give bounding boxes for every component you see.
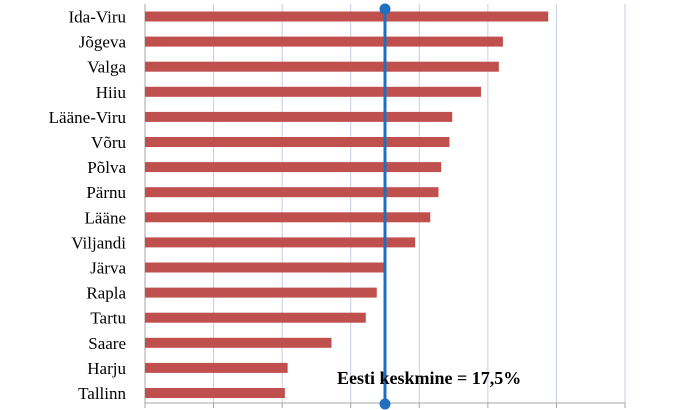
category-label: Järva <box>90 259 126 278</box>
category-label: Valga <box>87 58 126 77</box>
bar <box>145 111 453 122</box>
average-reference-line <box>379 3 391 410</box>
category-label: Viljandi <box>71 233 126 252</box>
bar <box>145 262 385 273</box>
bars <box>145 11 549 398</box>
bar <box>145 162 442 173</box>
category-label: Ida-Viru <box>68 8 126 27</box>
bar <box>145 61 499 72</box>
reference-line-marker-bottom <box>379 398 391 410</box>
category-label: Tallinn <box>78 384 126 403</box>
category-label: Saare <box>88 334 126 353</box>
bar <box>145 137 450 147</box>
bar <box>145 36 503 47</box>
average-label: Eesti keskmine = 17,5% <box>337 368 521 388</box>
category-label: Võru <box>91 133 126 152</box>
bar <box>145 312 366 323</box>
category-label: Lääne <box>84 208 126 227</box>
bar <box>145 11 549 22</box>
category-label: Rapla <box>86 284 126 303</box>
category-label: Harju <box>87 359 126 378</box>
bar <box>145 237 416 248</box>
bar <box>145 337 332 348</box>
bar <box>145 212 431 223</box>
bar <box>145 388 285 398</box>
category-label: Jõgeva <box>79 33 127 52</box>
bar <box>145 86 481 97</box>
category-label: Tartu <box>90 309 126 328</box>
category-label: Hiiu <box>96 83 127 102</box>
category-label: Põlva <box>87 158 126 177</box>
bar <box>145 287 377 298</box>
category-label: Pärnu <box>86 183 126 202</box>
bar <box>145 187 439 198</box>
bar <box>145 362 288 373</box>
category-labels: Ida-Viru Jõgeva Valga Hiiu Lääne-Viru Võru Põl… <box>49 8 127 404</box>
category-label: Lääne-Viru <box>49 108 127 127</box>
reference-line-marker-top <box>379 3 391 15</box>
